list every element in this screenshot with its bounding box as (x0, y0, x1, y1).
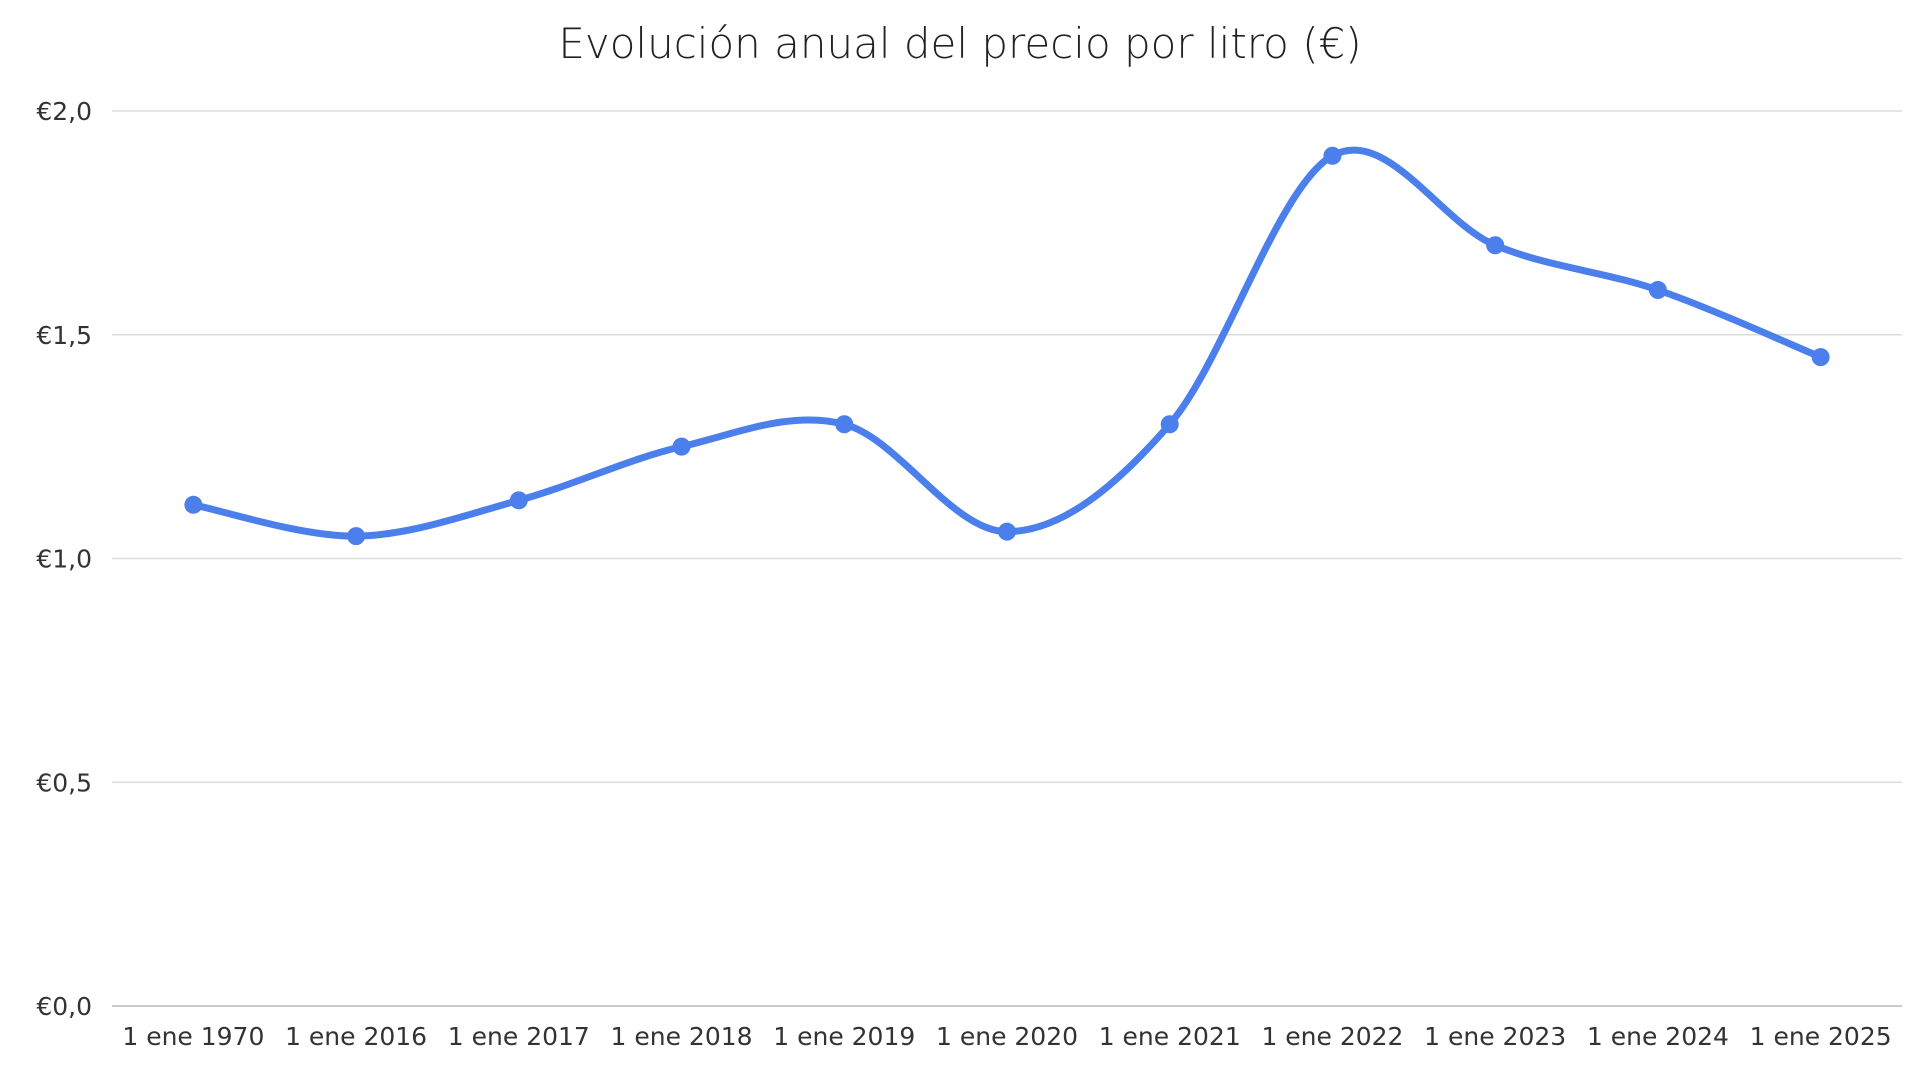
data-point-6[interactable] (1160, 415, 1179, 434)
data-point-1[interactable] (347, 527, 366, 546)
y-tick-label: €2,0 (36, 97, 92, 126)
x-tick-label: 1 ene 2017 (448, 1022, 590, 1051)
y-tick-label: €1,5 (36, 321, 92, 350)
data-point-5[interactable] (998, 522, 1016, 541)
data-point-2[interactable] (509, 491, 528, 510)
data-point-8[interactable] (1486, 236, 1505, 255)
series-line (189, 146, 1825, 540)
y-tick-label: €0,0 (36, 992, 92, 1021)
x-tick-label: 1 ene 2018 (611, 1022, 753, 1051)
x-tick-label: 1 ene 2024 (1587, 1022, 1729, 1051)
x-tick-label: 1 ene 2016 (285, 1022, 427, 1051)
data-point-7[interactable] (1323, 146, 1342, 165)
data-point-3[interactable] (672, 437, 691, 456)
data-point-4[interactable] (835, 415, 854, 434)
x-tick-label: 1 ene 2022 (1261, 1022, 1403, 1051)
y-tick-label: €1,0 (36, 545, 92, 574)
data-point-10[interactable] (1811, 348, 1830, 367)
data-point-9[interactable] (1648, 281, 1667, 299)
chart-title: Evolución anual del precio por litro (€) (558, 19, 1361, 68)
x-tick-label: 1 ene 2021 (1099, 1022, 1241, 1051)
x-tick-label: 1 ene 2023 (1424, 1022, 1566, 1051)
x-tick-label: 1 ene 2019 (773, 1022, 915, 1051)
x-tick-label: 1 ene 1970 (122, 1022, 264, 1051)
grid-lines (112, 110, 1902, 783)
series-layer (184, 146, 1830, 546)
x-tick-label: 1 ene 2025 (1750, 1022, 1892, 1051)
y-tick-label: €0,5 (36, 768, 92, 797)
x-tick-label: 1 ene 2020 (936, 1022, 1078, 1051)
x-axis: 1 ene 1970 1 ene 2016 1 ene 2017 1 ene 2018… (112, 1005, 1902, 1051)
y-axis: €0,0 €0,5 €1,0 €1,5 €2,0 (36, 97, 92, 1021)
data-point-0[interactable] (184, 495, 203, 514)
